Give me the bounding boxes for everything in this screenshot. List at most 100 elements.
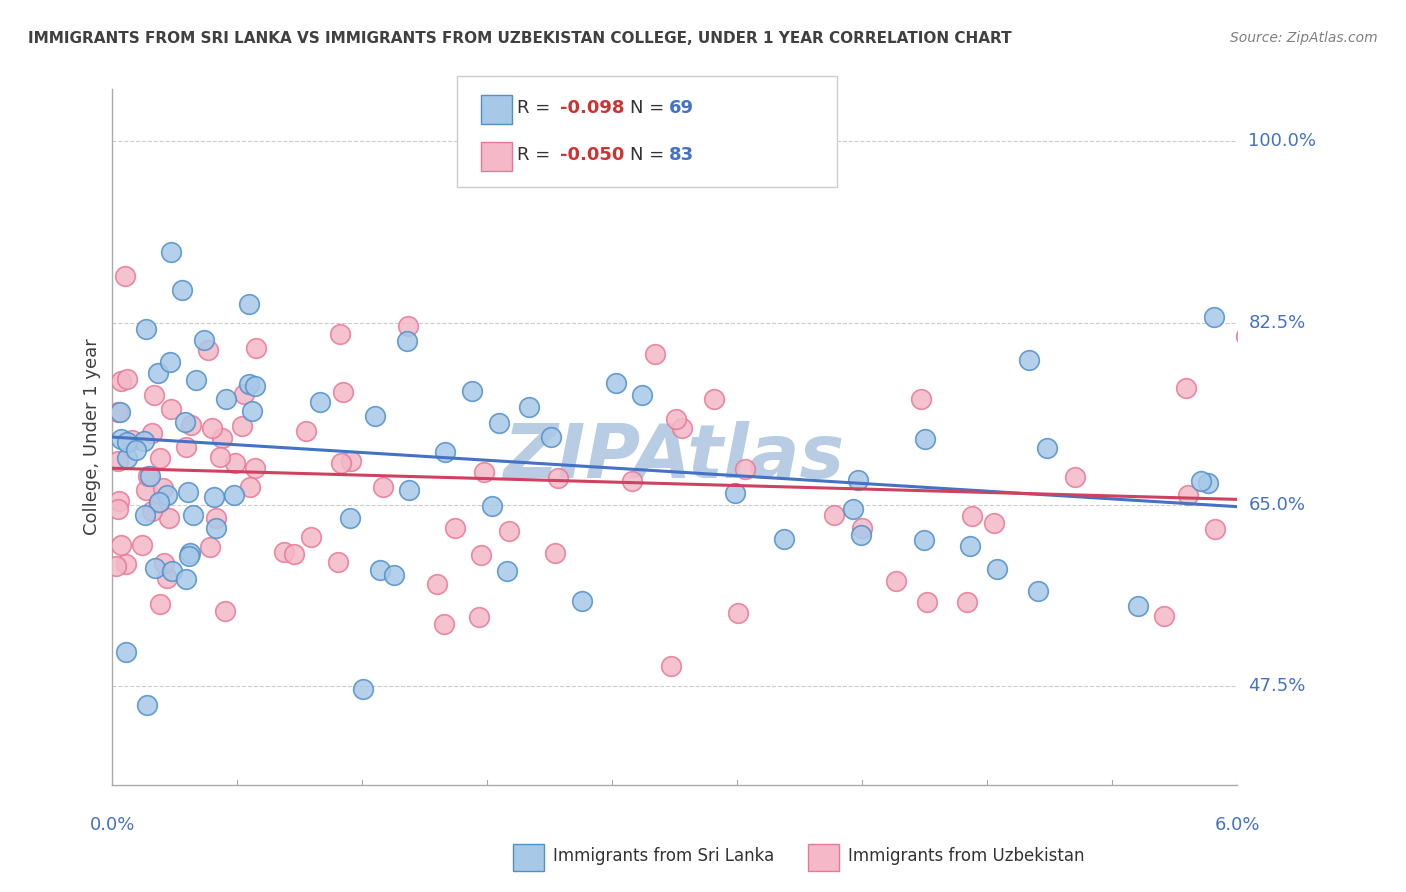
- Point: [352, 681, 374, 696]
- Text: N =: N =: [630, 146, 669, 164]
- Point: [148, 496, 170, 510]
- Point: [176, 440, 198, 454]
- Point: [1035, 441, 1057, 455]
- Point: [659, 659, 682, 673]
- Point: [107, 494, 129, 508]
- Point: [115, 435, 138, 450]
- Point: [222, 488, 245, 502]
- Point: [224, 456, 246, 470]
- Text: Immigrants from Uzbekistan: Immigrants from Uzbekistan: [848, 847, 1084, 865]
- Text: 82.5%: 82.5%: [1249, 314, 1306, 332]
- Point: [472, 465, 495, 479]
- Point: [145, 560, 167, 574]
- Text: 100.0%: 100.0%: [1249, 132, 1316, 150]
- Y-axis label: College, Under 1 year: College, Under 1 year: [83, 339, 101, 535]
- Point: [959, 539, 981, 553]
- Point: [309, 395, 332, 409]
- Point: [364, 409, 387, 423]
- Text: 6.0%: 6.0%: [1215, 815, 1260, 833]
- Point: [132, 434, 155, 448]
- Point: [1175, 381, 1198, 395]
- Point: [242, 404, 264, 418]
- Point: [395, 334, 418, 349]
- Point: [157, 510, 180, 524]
- Point: [842, 502, 865, 516]
- Text: 83: 83: [669, 146, 695, 164]
- Point: [273, 545, 295, 559]
- Point: [370, 563, 392, 577]
- Point: [1177, 488, 1199, 502]
- Point: [851, 521, 873, 535]
- Point: [136, 469, 159, 483]
- Point: [1018, 353, 1040, 368]
- Point: [912, 533, 935, 547]
- Point: [245, 341, 267, 355]
- Point: [156, 488, 179, 502]
- Point: [139, 469, 162, 483]
- Point: [433, 444, 456, 458]
- Point: [159, 355, 181, 369]
- Point: [1189, 474, 1212, 488]
- Point: [849, 527, 872, 541]
- Point: [665, 411, 688, 425]
- Point: [239, 480, 262, 494]
- Point: [444, 521, 467, 535]
- Point: [373, 480, 395, 494]
- Point: [134, 508, 156, 523]
- Point: [174, 572, 197, 586]
- Point: [115, 645, 138, 659]
- Point: [1253, 516, 1275, 530]
- Point: [238, 376, 260, 391]
- Point: [180, 418, 202, 433]
- Point: [186, 373, 208, 387]
- Point: [644, 347, 666, 361]
- Point: [332, 384, 354, 399]
- Point: [1204, 310, 1226, 325]
- Point: [983, 516, 1005, 531]
- Point: [107, 502, 129, 516]
- Point: [156, 572, 179, 586]
- Point: [152, 481, 174, 495]
- Point: [884, 574, 907, 588]
- Point: [238, 297, 260, 311]
- Point: [110, 433, 132, 447]
- Point: [1126, 599, 1149, 613]
- Point: [339, 511, 361, 525]
- Point: [1197, 476, 1219, 491]
- Text: 69: 69: [669, 99, 695, 117]
- Point: [202, 491, 225, 505]
- Point: [117, 372, 139, 386]
- Point: [231, 419, 253, 434]
- Point: [204, 521, 226, 535]
- Point: [110, 538, 132, 552]
- Text: ZIPAtlas: ZIPAtlas: [505, 421, 845, 494]
- Point: [328, 555, 350, 569]
- Point: [734, 462, 756, 476]
- Point: [470, 548, 492, 562]
- Point: [142, 388, 165, 402]
- Point: [823, 508, 845, 523]
- Point: [910, 392, 932, 406]
- Text: 47.5%: 47.5%: [1249, 677, 1306, 695]
- Point: [461, 384, 484, 398]
- Point: [125, 443, 148, 458]
- Point: [329, 456, 352, 470]
- Point: [201, 421, 224, 435]
- Text: R =: R =: [517, 146, 557, 164]
- Point: [295, 424, 318, 438]
- Point: [243, 379, 266, 393]
- Point: [141, 425, 163, 440]
- Point: [193, 333, 215, 347]
- Point: [772, 533, 794, 547]
- Point: [107, 404, 129, 418]
- Point: [547, 471, 569, 485]
- Point: [496, 564, 519, 578]
- Point: [135, 483, 157, 497]
- Point: [110, 374, 132, 388]
- Point: [1204, 522, 1226, 536]
- Point: [519, 400, 541, 414]
- Point: [197, 343, 219, 358]
- Point: [152, 557, 174, 571]
- Point: [117, 451, 139, 466]
- Point: [1153, 609, 1175, 624]
